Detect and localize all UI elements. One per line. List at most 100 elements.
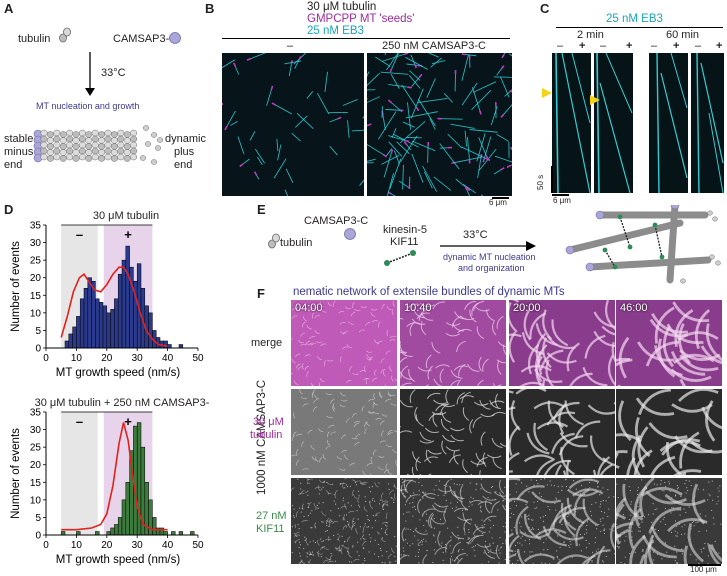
- bundle-stroke: [374, 369, 377, 376]
- bundle-stroke: [329, 520, 333, 527]
- noise-speck: [604, 512, 606, 514]
- noise-speck: [539, 517, 541, 519]
- noise-speck: [435, 541, 437, 543]
- noise-speck: [381, 555, 383, 557]
- bundle-stroke: [357, 496, 360, 503]
- bundle-stroke: [597, 456, 611, 475]
- bundle-stroke: [365, 421, 370, 426]
- noise-speck: [356, 551, 358, 553]
- noise-speck: [444, 492, 446, 494]
- c-minus-1: –: [557, 40, 564, 52]
- filament: [476, 133, 486, 162]
- bundle-stroke: [322, 559, 329, 564]
- bundle-stroke: [502, 504, 506, 511]
- noise-speck: [330, 553, 332, 555]
- noise-speck: [694, 496, 696, 498]
- histogram-bar: [178, 344, 184, 349]
- noise-speck: [637, 506, 639, 508]
- noise-speck: [402, 478, 404, 480]
- bundle-stroke: [372, 377, 378, 382]
- noise-speck: [600, 503, 602, 505]
- bundle-stroke: [300, 559, 306, 564]
- noise-speck: [490, 549, 492, 551]
- filament: [482, 136, 492, 163]
- noise-speck: [412, 515, 414, 517]
- noise-speck: [475, 489, 477, 491]
- noise-speck: [684, 533, 686, 535]
- noise-speck: [417, 539, 419, 541]
- noise-speck: [617, 497, 619, 499]
- noise-speck: [543, 501, 545, 503]
- noise-speck: [404, 480, 406, 482]
- filament: [471, 87, 482, 115]
- noise-speck: [403, 550, 405, 552]
- noise-speck: [458, 549, 460, 551]
- noise-speck: [418, 478, 420, 480]
- histogram-bar: [117, 517, 123, 536]
- bundle-stroke: [301, 321, 306, 328]
- noise-speck: [463, 528, 465, 530]
- noise-speck: [515, 553, 517, 555]
- noise-speck: [641, 516, 643, 518]
- noise-speck: [490, 503, 492, 505]
- f-micrograph-tubulin: [616, 389, 722, 475]
- tubulin-subunit: [123, 155, 131, 162]
- filament: [469, 129, 498, 133]
- row-label-tubulin-1: 30 μM: [253, 416, 284, 428]
- bundle-stroke: [389, 490, 394, 495]
- tubulin-subunit: [59, 137, 67, 144]
- noise-speck: [528, 491, 530, 493]
- bundle-stroke: [292, 434, 295, 441]
- panel-c-letter: C: [540, 1, 550, 16]
- noise-speck: [661, 489, 663, 491]
- noise-speck: [307, 490, 309, 492]
- bundle-stroke: [293, 380, 299, 385]
- f-micrograph-merge: 46:00: [616, 300, 722, 386]
- noise-speck: [406, 511, 408, 513]
- microtubule-rod: [666, 205, 679, 284]
- noise-speck: [674, 560, 676, 562]
- noise-speck: [307, 494, 309, 496]
- noise-speck: [595, 524, 597, 526]
- noise-speck: [668, 483, 670, 485]
- bundle-stroke: [564, 400, 584, 426]
- noise-speck: [312, 540, 314, 542]
- noise-speck: [681, 553, 683, 555]
- noise-speck: [384, 531, 386, 533]
- noise-speck: [520, 526, 522, 528]
- bundle-stroke: [497, 360, 502, 375]
- tubulin-subunit: [40, 135, 48, 143]
- bundle-stroke: [380, 537, 386, 542]
- bundle-stroke: [556, 554, 588, 564]
- noise-speck: [675, 494, 677, 496]
- noise-speck: [569, 540, 571, 542]
- bundle-stroke: [384, 384, 387, 386]
- bundle-stroke: [476, 457, 488, 467]
- noise-speck: [604, 528, 606, 530]
- free-tubulin: [680, 278, 686, 284]
- noise-speck: [637, 500, 639, 502]
- noise-speck: [395, 545, 397, 547]
- bundle-stroke: [308, 502, 312, 508]
- bundle-stroke: [348, 552, 353, 558]
- noise-speck: [514, 550, 516, 552]
- noise-speck: [491, 537, 493, 539]
- bundle-stroke: [515, 389, 547, 395]
- noise-speck: [481, 478, 483, 480]
- noise-speck: [706, 530, 708, 532]
- bundle-stroke: [449, 557, 452, 564]
- bundle-stroke: [616, 450, 628, 454]
- noise-speck: [643, 516, 645, 518]
- bundle-stroke: [437, 531, 441, 547]
- filament: [384, 53, 387, 56]
- noise-speck: [553, 485, 555, 487]
- bundle-stroke: [543, 459, 572, 475]
- noise-speck: [641, 556, 643, 558]
- tubulin-subunit: [78, 141, 86, 149]
- seed: [415, 106, 420, 112]
- tubulin-dimer-icon: [59, 27, 71, 43]
- noise-speck: [337, 538, 339, 540]
- f-timestamp: 10:40: [404, 302, 432, 314]
- noise-speck: [298, 507, 300, 509]
- noise-speck: [386, 534, 388, 536]
